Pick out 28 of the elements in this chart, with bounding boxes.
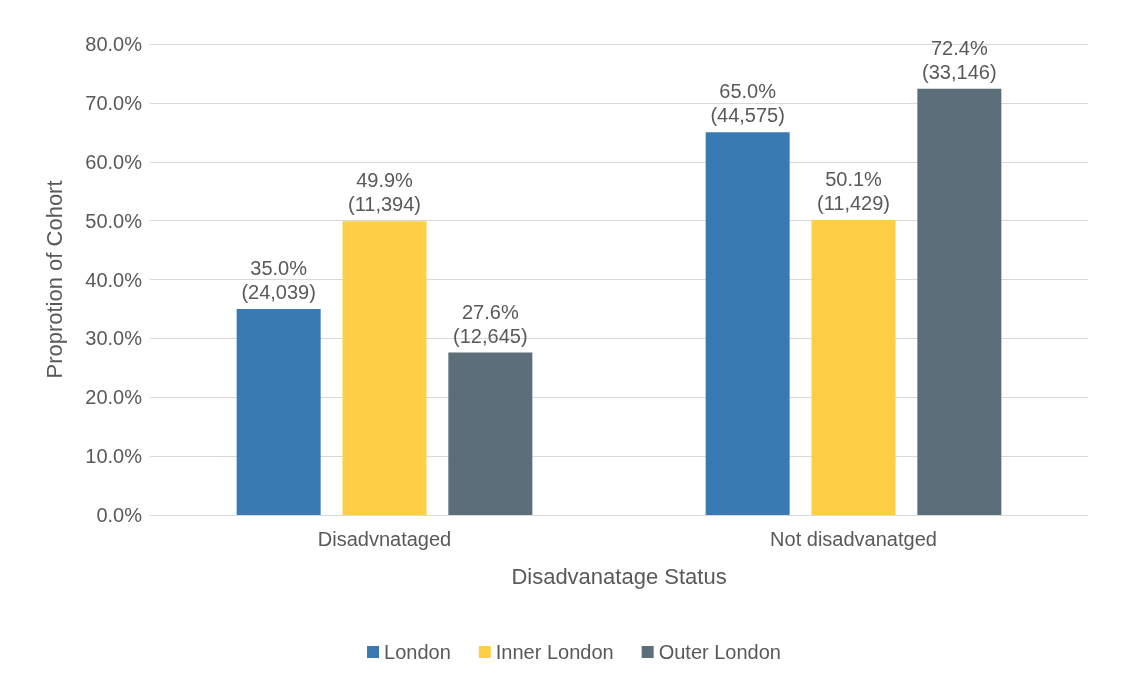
y-tick-label: 20.0%: [85, 386, 143, 409]
data-label: 72.4% (33,146): [922, 36, 997, 83]
y-tick-label: 50.0%: [85, 209, 143, 232]
y-tick-label: 10.0%: [85, 445, 143, 468]
y-tick-label: 70.0%: [85, 91, 143, 114]
legend-label: Outer London: [658, 641, 781, 663]
bar: [705, 132, 790, 515]
bar: [448, 352, 533, 515]
data-label: 35.0% (24,039): [241, 256, 316, 303]
bar: [236, 308, 321, 515]
bar: [811, 220, 896, 515]
x-tick-label: Disadvnataged: [317, 528, 452, 550]
data-label: 49.9% (11,394): [347, 169, 422, 216]
bar: [917, 88, 1002, 515]
data-label: 27.6% (12,645): [453, 300, 528, 347]
y-tick-label: 30.0%: [85, 327, 143, 350]
legend-label: London: [384, 641, 451, 663]
y-tick-label: 60.0%: [85, 150, 143, 173]
bar: [342, 221, 427, 515]
x-axis-title: Disadvanatage Status: [511, 563, 727, 589]
y-tick-label: 80.0%: [85, 33, 143, 55]
legend-label: Inner London: [495, 641, 614, 663]
x-tick-label: Not disadvanatged: [770, 528, 937, 550]
data-label: 50.1% (11,429): [816, 168, 891, 215]
y-tick-label: 0.0%: [96, 504, 143, 526]
y-axis-title: Proprotion of Cohort: [41, 180, 67, 379]
data-label: 65.0% (44,575): [710, 80, 785, 127]
y-tick-label: 40.0%: [85, 268, 143, 291]
